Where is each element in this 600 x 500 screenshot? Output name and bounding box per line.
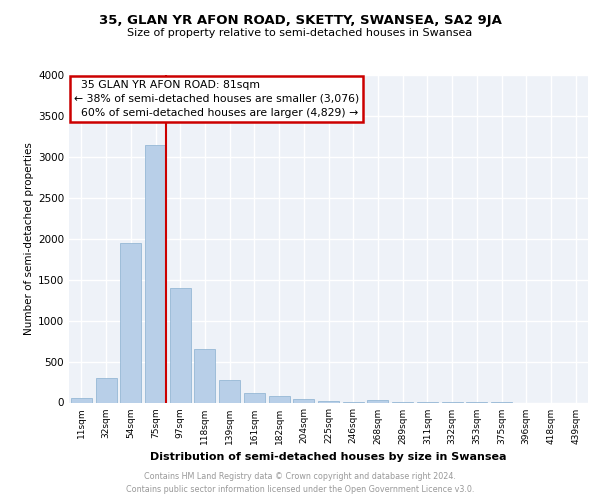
Bar [194, 350, 215, 403]
Bar [95, 378, 116, 402]
Bar [269, 396, 290, 402]
Text: 35 GLAN YR AFON ROAD: 81sqm
← 38% of semi-detached houses are smaller (3,076)
  : 35 GLAN YR AFON ROAD: 81sqm ← 38% of sem… [74, 80, 359, 118]
Bar [367, 400, 388, 402]
Bar [145, 144, 166, 402]
X-axis label: Distribution of semi-detached houses by size in Swansea: Distribution of semi-detached houses by … [150, 452, 507, 462]
Bar [293, 399, 314, 402]
Text: Size of property relative to semi-detached houses in Swansea: Size of property relative to semi-detach… [127, 28, 473, 38]
Bar [170, 288, 191, 403]
Y-axis label: Number of semi-detached properties: Number of semi-detached properties [24, 142, 34, 335]
Text: 35, GLAN YR AFON ROAD, SKETTY, SWANSEA, SA2 9JA: 35, GLAN YR AFON ROAD, SKETTY, SWANSEA, … [98, 14, 502, 27]
Bar [219, 380, 240, 402]
Bar [244, 392, 265, 402]
Bar [318, 401, 339, 402]
Bar [71, 398, 92, 402]
Text: Contains HM Land Registry data © Crown copyright and database right 2024.
Contai: Contains HM Land Registry data © Crown c… [126, 472, 474, 494]
Bar [120, 243, 141, 402]
